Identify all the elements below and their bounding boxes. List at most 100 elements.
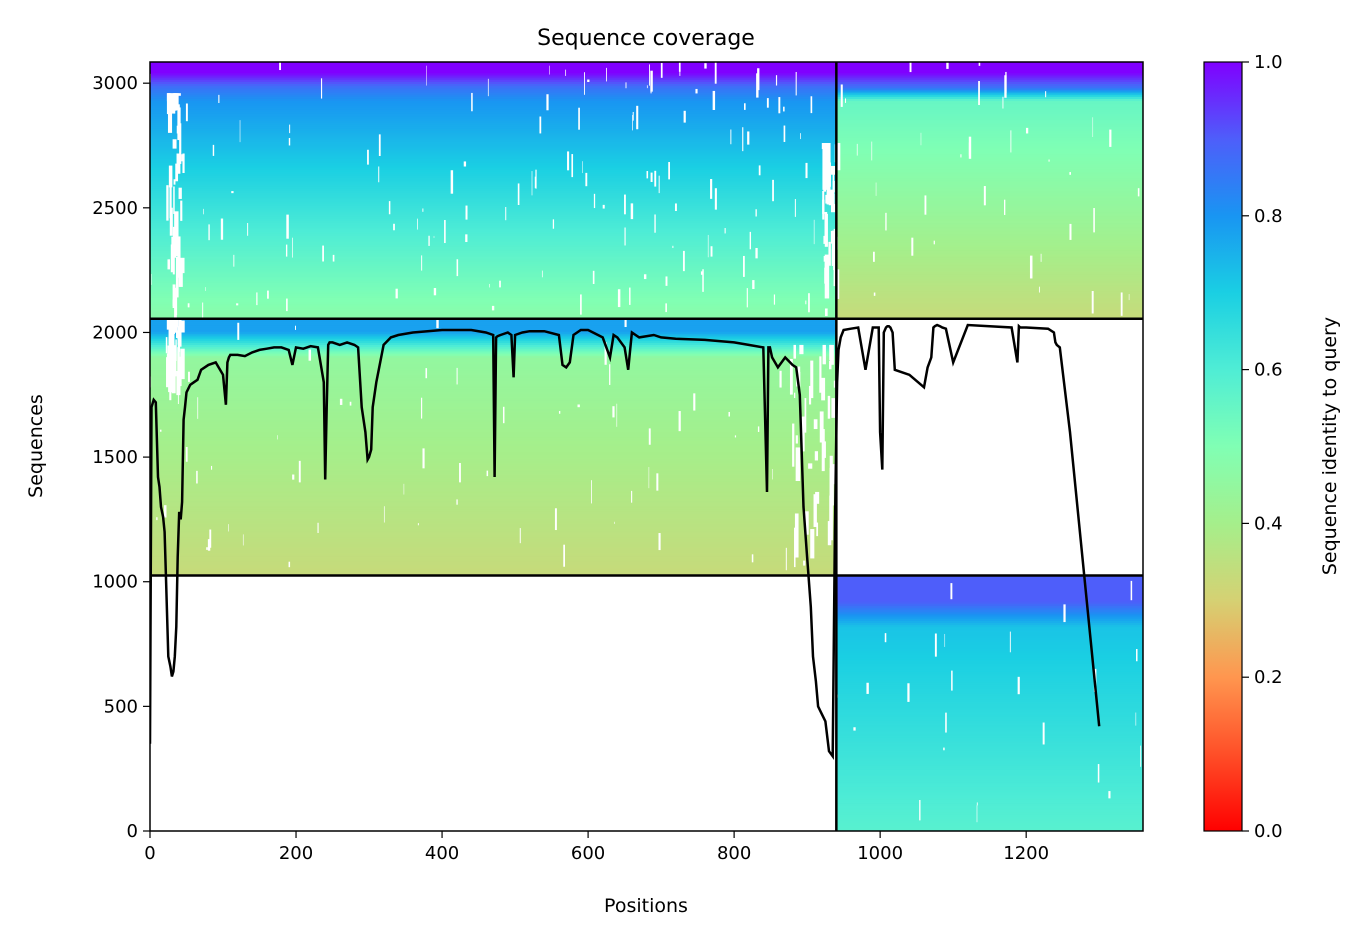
heatmap-strip <box>836 72 1143 76</box>
gap-streak <box>202 302 204 319</box>
heatmap-strip <box>836 767 1143 770</box>
heatmap-strip <box>836 632 1143 636</box>
heatmap-strip <box>836 275 1143 279</box>
gap-streak <box>185 103 188 122</box>
gap-streak <box>714 188 717 210</box>
heatmap-strip <box>150 76 837 80</box>
gap-streak <box>207 539 211 551</box>
heatmap-strip <box>150 299 837 303</box>
y-tick-label: 500 <box>104 696 138 717</box>
heatmap-strip <box>836 164 1143 168</box>
heatmap-strip <box>150 188 837 191</box>
gap-streak <box>185 446 188 462</box>
gap-streak <box>209 529 212 548</box>
heatmap-strip <box>150 320 837 324</box>
heatmap-strip <box>150 109 837 112</box>
heatmap-strip <box>836 258 1143 262</box>
gap-streak <box>233 254 235 267</box>
gap-streak <box>829 467 834 506</box>
heatmap-strip <box>836 584 1143 587</box>
heatmap-strip <box>836 696 1143 700</box>
heatmap-strip <box>150 113 837 117</box>
heatmap-strip <box>836 305 1143 309</box>
gap-streak <box>592 270 595 284</box>
heatmap-strip <box>836 690 1143 694</box>
heatmap-strip <box>150 258 837 262</box>
heatmap-strip <box>150 222 837 226</box>
heatmap-strip <box>836 104 1143 108</box>
heatmap-strip <box>150 536 837 540</box>
heatmap-strip <box>836 579 1143 583</box>
heatmap-strip <box>150 74 837 78</box>
heatmap-strip <box>150 136 837 140</box>
heatmap-strip <box>150 98 837 102</box>
heatmap-strip <box>150 213 837 217</box>
gap-streak <box>933 240 935 245</box>
heatmap-strip <box>150 224 837 228</box>
heatmap-strip <box>836 792 1143 796</box>
heatmap-strip <box>150 547 837 551</box>
gap-streak <box>517 183 520 206</box>
gap-streak <box>822 344 826 365</box>
heatmap-strip <box>836 681 1143 685</box>
heatmap-strip <box>836 590 1143 594</box>
gap-streak <box>804 398 807 433</box>
heatmap-strip <box>150 162 837 166</box>
heatmap-strip <box>836 196 1143 200</box>
heatmap-strip <box>836 282 1143 286</box>
gap-streak <box>814 451 819 461</box>
x-tick-label: 1000 <box>857 843 903 864</box>
heatmap-strip <box>150 250 837 254</box>
gap-streak <box>920 132 922 146</box>
gap-streak <box>758 165 761 176</box>
gap-streak <box>665 303 667 313</box>
gap-streak <box>945 712 947 733</box>
gap-streak <box>831 398 836 418</box>
heatmap-strip <box>836 158 1143 162</box>
gap-streak <box>792 423 795 467</box>
gap-streak <box>535 169 537 189</box>
heatmap-strip <box>836 750 1143 753</box>
gap-streak <box>168 336 173 348</box>
gap-streak <box>164 505 167 518</box>
gap-streak <box>629 287 631 305</box>
heatmap-strip <box>836 119 1143 123</box>
heatmap-strip <box>150 226 837 230</box>
heatmap-strip <box>150 256 837 260</box>
heatmap-strip <box>150 534 837 538</box>
gap-streak <box>289 124 291 134</box>
heatmap-strip <box>836 121 1143 125</box>
gap-streak <box>175 256 179 298</box>
heatmap-strip <box>150 102 837 106</box>
heatmap-strip <box>836 777 1143 781</box>
gap-streak <box>799 344 804 355</box>
heatmap-strip <box>836 147 1143 151</box>
gap-streak <box>417 218 418 230</box>
gap-streak <box>166 318 172 330</box>
heatmap-strip <box>836 679 1143 683</box>
heatmap-strip <box>150 543 837 547</box>
heatmap-strip <box>836 183 1143 187</box>
colorbar <box>1203 61 1243 832</box>
gap-streak <box>1097 764 1100 783</box>
heatmap-strip <box>150 489 837 493</box>
gap-streak <box>465 205 468 220</box>
heatmap-strip <box>836 198 1143 202</box>
heatmap-strip <box>150 496 837 500</box>
heatmap-strip <box>836 790 1143 794</box>
gap-streak <box>907 683 910 702</box>
heatmap-strip <box>150 70 837 74</box>
heatmap-strip <box>150 87 837 91</box>
heatmap-strip <box>150 124 837 127</box>
heatmap-strip <box>150 295 837 298</box>
heatmap-strip <box>836 134 1143 138</box>
heatmap-strip <box>836 730 1143 734</box>
gap-streak <box>539 116 542 134</box>
gap-streak <box>702 269 704 292</box>
heatmap-strip <box>836 94 1143 97</box>
gap-streak <box>829 344 834 365</box>
gap-streak <box>165 337 168 354</box>
heatmap-strip <box>150 530 837 534</box>
gap-streak <box>502 406 505 424</box>
heatmap-strip <box>836 286 1143 290</box>
